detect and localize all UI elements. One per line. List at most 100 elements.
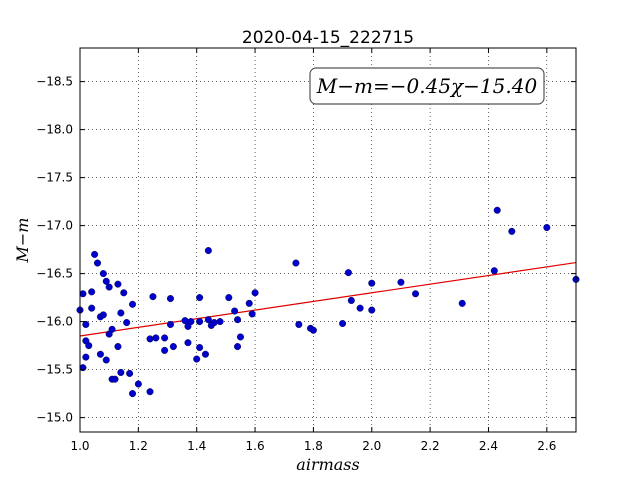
data-point [204,247,212,255]
data-point [126,369,134,377]
data-point [196,344,204,352]
chart-title: 2020-04-15_222715 [242,28,414,48]
axis-ticks: 1.0 1.2 1.4 1.6 1.8 2.0 2.2 2.4 2.6 −15.0 −15.5 −16… [36,48,576,453]
data-point [161,346,169,354]
data-point [292,259,300,267]
data-point [248,310,256,318]
data-point [88,288,96,296]
data-point [295,320,303,328]
data-point [99,311,107,319]
data-point [356,304,364,312]
data-point [120,289,128,297]
data-point [216,318,224,326]
data-point [108,325,116,333]
data-point [102,277,110,285]
data-point [149,293,157,301]
data-point [166,295,174,303]
x-tick-label: 1.0 [70,439,89,453]
data-point [85,342,93,350]
x-tick-label: 1.8 [304,439,323,453]
data-point [193,355,201,363]
y-tick-label: −16.0 [36,315,73,329]
grid-lines [79,48,576,432]
x-tick-label: 1.4 [187,439,206,453]
annotation-box: M−m=−0.45χ−15.40 [309,67,545,105]
data-point [458,299,466,307]
data-point [166,320,174,328]
fit-line-group [79,261,577,337]
x-tick-label: 1.6 [246,439,265,453]
data-point [129,300,137,308]
data-point [114,343,122,351]
data-point [117,368,125,376]
data-point [123,319,131,327]
data-point [152,334,160,342]
data-point [184,339,192,347]
data-point [397,278,405,286]
data-point [161,334,169,342]
x-tick-label: 2.0 [362,439,381,453]
data-point [543,224,551,232]
x-tick-label: 2.2 [421,439,440,453]
x-tick-label: 1.2 [129,439,148,453]
data-point [117,309,125,317]
data-point [508,227,516,235]
data-point [245,299,253,307]
data-point [99,270,107,278]
data-point [94,259,102,267]
y-tick-label: −15.0 [36,411,73,425]
data-point [490,267,498,275]
data-point [339,320,347,328]
data-point [236,333,244,341]
data-point [368,306,376,314]
data-point [114,280,122,288]
data-point [146,335,154,343]
annotation-text: M−m=−0.45χ−15.40 [316,74,538,98]
y-tick-label: −17.5 [36,171,73,185]
plot-frame [79,47,577,433]
data-point [210,319,218,327]
y-tick-label: −18.0 [36,123,73,137]
data-point [234,343,242,351]
fit-line [79,261,577,337]
x-axis-label: airmass [296,455,359,474]
data-point [181,317,189,325]
data-point [102,356,110,364]
y-tick-label: −18.5 [36,75,73,89]
x-tick-label: 2.4 [479,439,498,453]
data-point [82,320,90,328]
data-point [368,279,376,287]
data-point [88,304,96,312]
data-point [111,375,119,383]
data-point [79,290,87,298]
data-point [201,350,209,358]
data-point [105,283,113,291]
data-point [344,269,352,277]
data-point [129,390,137,398]
data-point [196,318,204,326]
data-point [251,289,259,297]
y-tick-label: −16.5 [36,267,73,281]
data-point [96,350,104,358]
y-tick-label: −17.0 [36,219,73,233]
data-points [76,206,580,398]
data-point [347,296,355,304]
data-point [493,206,501,214]
data-point [146,388,154,396]
x-tick-label: 2.6 [537,439,556,453]
y-tick-label: −15.5 [36,363,73,377]
data-point [412,290,420,298]
data-point [169,343,177,351]
data-point [225,294,233,302]
data-point [82,353,90,361]
data-point [91,250,99,258]
data-point [187,318,195,326]
annotation-frame [309,67,545,105]
data-point [231,307,239,315]
data-point [196,294,204,302]
data-point [234,316,242,324]
data-point [204,316,212,324]
data-point [134,380,142,388]
y-axis-label: M−m [13,218,32,264]
